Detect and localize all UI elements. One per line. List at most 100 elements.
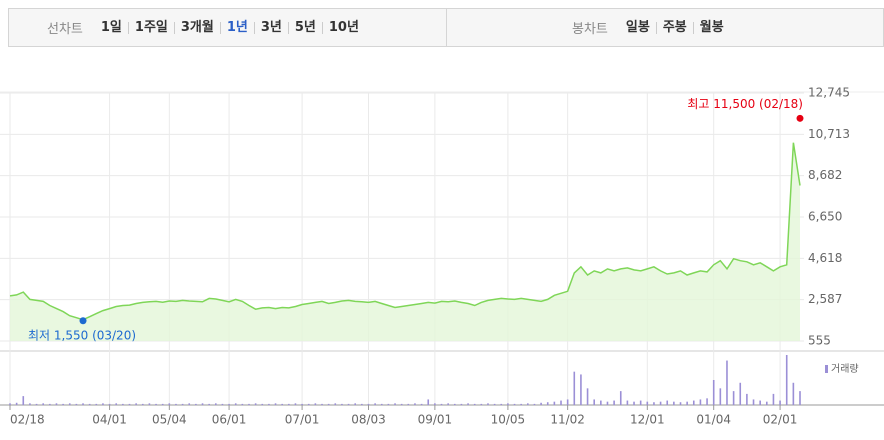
x-tick-label: 02/18 bbox=[10, 413, 45, 427]
volume-bar bbox=[600, 400, 602, 405]
volume-bar bbox=[135, 403, 137, 405]
volume-bar bbox=[228, 403, 230, 405]
period-tab[interactable]: 일봉 bbox=[625, 19, 650, 35]
period-tab[interactable]: 1주일 bbox=[127, 21, 174, 34]
price-line bbox=[9, 142, 801, 321]
x-tick-label: 04/01 bbox=[92, 413, 127, 427]
volume-bar bbox=[467, 403, 469, 405]
legend-label: 거래량 bbox=[831, 363, 859, 375]
volume-bar bbox=[480, 403, 483, 405]
volume-bar bbox=[593, 399, 596, 405]
period-tab[interactable]: 5년 bbox=[287, 21, 322, 34]
volume-bar bbox=[62, 403, 64, 405]
volume-bar bbox=[42, 403, 44, 405]
volume-bar bbox=[606, 401, 609, 405]
line-chart-tabs: 선차트 1일 1주일 3개월 1년 3년 5년 10년 bbox=[9, 9, 447, 46]
volume-bar bbox=[414, 403, 416, 405]
volume-bar bbox=[354, 403, 357, 405]
volume-bar bbox=[447, 403, 449, 405]
volume-bar bbox=[533, 403, 536, 405]
volume-bar bbox=[580, 374, 582, 405]
volume-bar bbox=[666, 400, 669, 405]
period-tab[interactable]: 1년 bbox=[219, 21, 254, 34]
volume-bar bbox=[500, 403, 503, 405]
volume-bar bbox=[327, 403, 330, 405]
volume-bar bbox=[540, 402, 542, 405]
volume-bar bbox=[772, 393, 775, 405]
volume-bar bbox=[792, 382, 795, 405]
volume-bar bbox=[613, 400, 615, 405]
x-tick-label: 01/04 bbox=[696, 413, 731, 427]
volume-bar bbox=[407, 403, 410, 405]
volume-bar bbox=[420, 403, 423, 405]
volume-bar bbox=[400, 403, 403, 405]
x-tick-label: 06/01 bbox=[212, 413, 247, 427]
volume-bar bbox=[712, 380, 715, 405]
volume-bar bbox=[175, 403, 177, 405]
volume-bar bbox=[188, 403, 191, 405]
volume-bar bbox=[35, 403, 38, 405]
volume-bar bbox=[394, 403, 396, 405]
volume-bar bbox=[699, 399, 702, 405]
period-tab[interactable]: 3년 bbox=[253, 21, 288, 34]
volume-bar bbox=[15, 402, 18, 405]
volume-bar bbox=[460, 403, 463, 405]
volume-bar bbox=[208, 403, 210, 405]
volume-bar bbox=[347, 403, 350, 405]
volume-bar bbox=[726, 360, 728, 405]
x-tick-label: 08/03 bbox=[351, 413, 386, 427]
y-tick-label: 4,618 bbox=[808, 251, 842, 265]
extreme-dot bbox=[79, 317, 87, 325]
volume-bar bbox=[799, 391, 801, 405]
period-tab[interactable]: 3개월 bbox=[173, 21, 220, 34]
volume-bar bbox=[633, 401, 635, 405]
x-tick-label: 10/05 bbox=[491, 413, 526, 427]
volume-bar bbox=[546, 402, 549, 405]
volume-bar bbox=[68, 403, 71, 405]
volume-bar bbox=[653, 402, 655, 405]
volume-bar bbox=[646, 401, 649, 405]
volume-bar bbox=[181, 403, 184, 405]
toolbar: 선차트 1일 1주일 3개월 1년 3년 5년 10년 봉차트 일봉 주봉 월봉 bbox=[8, 8, 884, 47]
volume-bar bbox=[274, 403, 277, 405]
volume-bar bbox=[374, 403, 376, 405]
volume-bar bbox=[659, 401, 662, 405]
period-tab[interactable]: 1일 bbox=[100, 19, 122, 35]
extreme-dot bbox=[796, 114, 804, 122]
volume-bar bbox=[626, 400, 629, 405]
volume-bar bbox=[307, 403, 310, 405]
volume-bar bbox=[759, 400, 761, 405]
volume-bar bbox=[487, 403, 489, 405]
volume-bar bbox=[560, 400, 562, 405]
tab-group-label: 선차트 bbox=[47, 22, 83, 37]
price-area bbox=[10, 142, 800, 341]
volume-bar bbox=[122, 403, 124, 405]
volume-bar bbox=[201, 403, 204, 405]
volume-bar bbox=[746, 393, 748, 405]
volume-bar bbox=[779, 400, 781, 405]
volume-bar bbox=[673, 401, 675, 405]
y-tick-label: 12,745 bbox=[808, 86, 850, 100]
volume-bar bbox=[241, 403, 244, 405]
annotation: 최고 11,500 (02/18) bbox=[687, 97, 803, 111]
volume-bar bbox=[361, 403, 363, 405]
volume-bar bbox=[679, 402, 682, 405]
volume-bar bbox=[88, 403, 91, 405]
volume-bar bbox=[55, 403, 58, 405]
volume-bar bbox=[513, 403, 516, 405]
volume-bar bbox=[566, 399, 569, 405]
x-tick-label: 12/01 bbox=[630, 413, 665, 427]
tab-group-label: 봉차트 bbox=[572, 22, 608, 37]
period-tab[interactable]: 10년 bbox=[321, 21, 365, 34]
volume-bar bbox=[785, 355, 788, 405]
period-tab[interactable]: 주봉 bbox=[655, 21, 693, 34]
volume-bar bbox=[380, 403, 383, 405]
volume-bar bbox=[527, 403, 529, 405]
volume-bar bbox=[453, 403, 456, 405]
period-tab[interactable]: 월봉 bbox=[692, 21, 730, 34]
volume-bar bbox=[719, 388, 722, 405]
volume-bar bbox=[141, 403, 144, 405]
volume-bar bbox=[619, 391, 622, 405]
